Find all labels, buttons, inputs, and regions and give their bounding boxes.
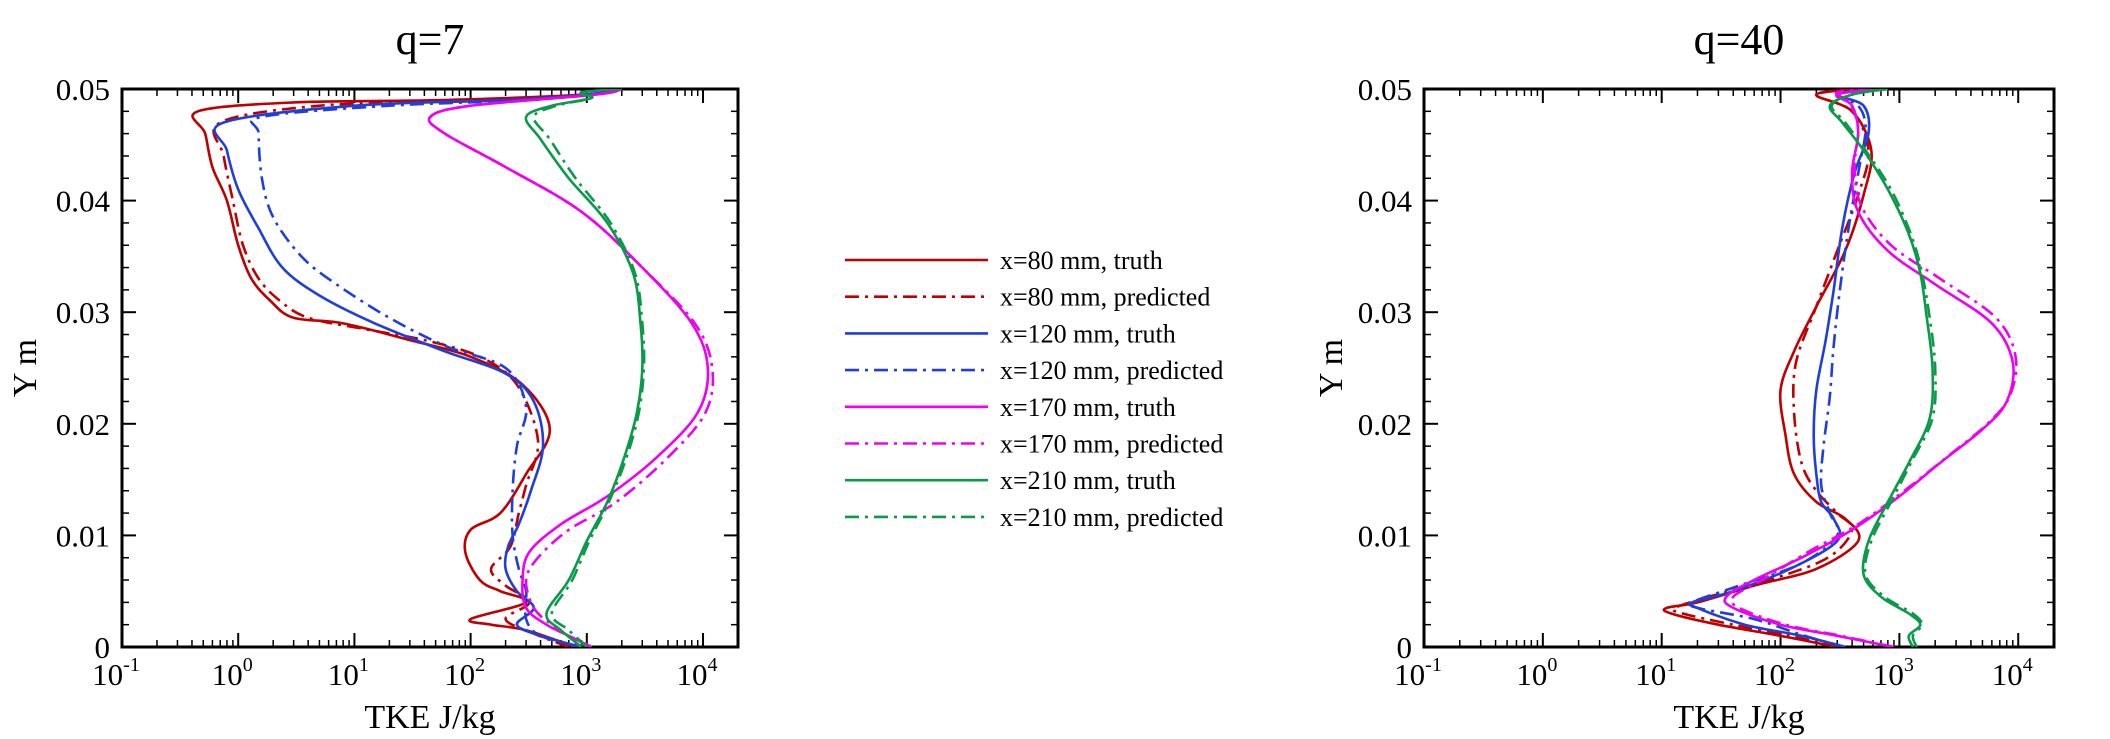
- y-tick-label: 0.01: [56, 518, 110, 553]
- x-tick-exponent: 2: [1785, 654, 1795, 676]
- series-line-3: [1687, 89, 1874, 647]
- x-tick-label: 100: [1516, 654, 1557, 692]
- panel-q40: q=40 10-1 100 101 102 103 10400.010.020.030.0…: [1313, 15, 2056, 736]
- x-tick-base: 10: [444, 657, 475, 692]
- legend-label-6: x=170 mm, predicted: [1000, 430, 1223, 459]
- plot-frame: [1422, 87, 2056, 649]
- series-line-8: [1830, 89, 1937, 647]
- legend-label-7: x=210 mm, truth: [1000, 466, 1176, 495]
- legend-label-1: x=80 mm, truth: [1000, 246, 1163, 275]
- x-tick-label: 101: [328, 654, 369, 692]
- series-line-6: [1729, 89, 2018, 647]
- x-tick-exponent: 4: [2023, 654, 2033, 676]
- x-tick-label: 104: [677, 654, 718, 692]
- x-tick-exponent: 0: [1547, 654, 1557, 676]
- x-tick-exponent: 0: [243, 654, 253, 676]
- series-line-5: [427, 89, 710, 647]
- series-lines: [1662, 89, 2018, 647]
- series-line-2: [1671, 89, 1870, 647]
- series-line-2: [212, 89, 623, 647]
- y-tick-label: 0: [1397, 630, 1413, 665]
- panel-title: q=40: [1694, 15, 1785, 64]
- x-tick-base: 10: [1394, 657, 1425, 692]
- legend-label-4: x=120 mm, predicted: [1000, 356, 1223, 385]
- x-tick-base: 10: [328, 657, 359, 692]
- x-tick-exponent: 2: [475, 654, 485, 676]
- legend-label-5: x=170 mm, truth: [1000, 393, 1176, 422]
- x-tick-label: 102: [1754, 654, 1795, 692]
- x-tick-base: 10: [212, 657, 243, 692]
- x-tick-base: 10: [1754, 657, 1785, 692]
- y-axis-label: Y m: [1313, 339, 1350, 397]
- legend-label-3: x=120 mm, truth: [1000, 319, 1176, 348]
- panel-title: q=7: [396, 15, 465, 64]
- y-tick-label: 0.02: [56, 407, 110, 442]
- x-tick-exponent: 3: [591, 654, 601, 676]
- x-tick-label: 101: [1635, 654, 1676, 692]
- x-tick-base: 10: [677, 657, 708, 692]
- x-tick-base: 10: [92, 657, 123, 692]
- x-tick-label: 104: [1992, 654, 2033, 692]
- legend: x=80 mm, truth x=80 mm, predicted x=120 mm…: [845, 246, 1223, 532]
- x-tick-exponent: -1: [123, 654, 140, 676]
- series-line-3: [213, 89, 623, 647]
- series-line-8: [532, 89, 646, 647]
- series-line-1: [1662, 89, 1873, 647]
- x-tick-label: 102: [444, 654, 485, 692]
- y-tick-label: 0.04: [1358, 184, 1413, 219]
- x-tick-base: 10: [1635, 657, 1666, 692]
- series-line-7: [524, 89, 644, 647]
- series-line-1: [191, 89, 623, 647]
- series-lines: [191, 89, 715, 647]
- x-tick-label: 103: [1873, 654, 1914, 692]
- y-tick-label: 0.05: [1358, 72, 1412, 107]
- plot-frame: [120, 87, 740, 649]
- y-tick-label: 0.04: [56, 184, 111, 219]
- x-tick-base: 10: [1992, 657, 2023, 692]
- y-tick-label: 0.03: [56, 295, 110, 330]
- x-tick-label: 100: [212, 654, 253, 692]
- y-tick-label: 0.05: [56, 72, 110, 107]
- series-line-4: [1686, 89, 1874, 647]
- y-axis-label: Y m: [7, 339, 44, 397]
- x-axis-label: TKE J/kg: [364, 699, 495, 736]
- panel-q7: q=7 10-1 100 101 102 103 10400.010.020.030.04…: [7, 15, 740, 736]
- legend-label-8: x=210 mm, predicted: [1000, 503, 1223, 532]
- y-tick-label: 0: [95, 630, 111, 665]
- x-tick-label: 10-1: [1394, 654, 1442, 692]
- y-tick-label: 0.02: [1358, 407, 1412, 442]
- x-tick-label: 10-1: [92, 654, 140, 692]
- series-line-7: [1828, 89, 1935, 647]
- x-tick-exponent: 3: [1904, 654, 1914, 676]
- x-tick-base: 10: [1516, 657, 1547, 692]
- x-tick-label: 103: [560, 654, 601, 692]
- x-axis-label: TKE J/kg: [1673, 699, 1804, 736]
- series-line-6: [427, 89, 715, 647]
- x-tick-exponent: -1: [1425, 654, 1442, 676]
- x-tick-exponent: 4: [708, 654, 718, 676]
- x-tick-exponent: 1: [359, 654, 369, 676]
- x-tick-base: 10: [560, 657, 591, 692]
- x-tick-base: 10: [1873, 657, 1904, 692]
- y-tick-label: 0.03: [1358, 295, 1412, 330]
- y-tick-label: 0.01: [1358, 518, 1412, 553]
- x-tick-exponent: 1: [1666, 654, 1676, 676]
- legend-label-2: x=80 mm, predicted: [1000, 283, 1210, 312]
- series-line-4: [250, 89, 622, 647]
